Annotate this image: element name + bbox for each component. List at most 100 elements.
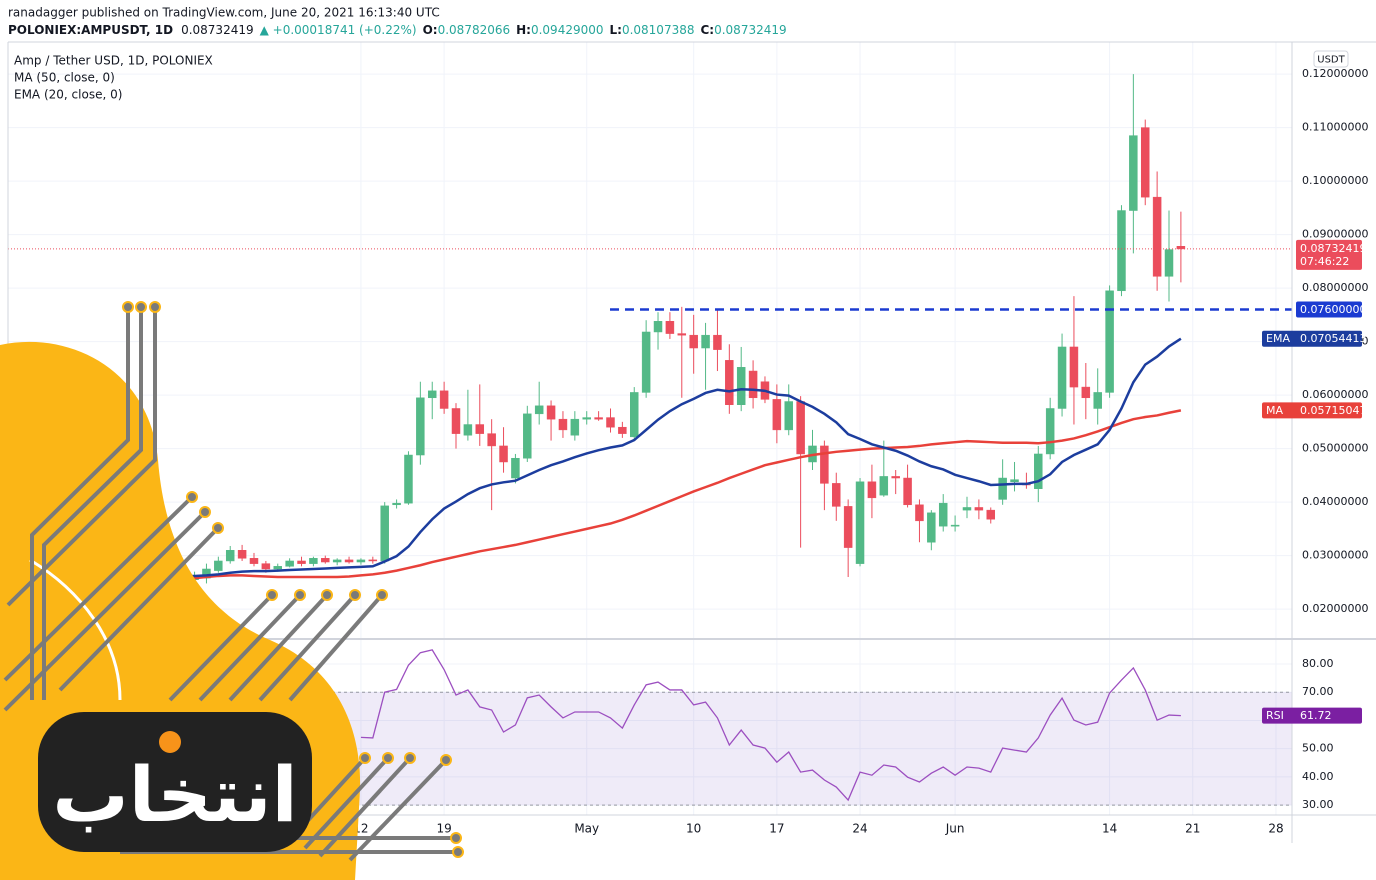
candle-body [915,504,924,522]
candle-body [237,550,247,559]
price-change: ▲ +0.00018741 (+0.22%) [260,23,417,37]
grid-layer [8,42,1292,815]
x-tick-label: 19 [436,822,451,836]
legend-title: Amp / Tether USD, 1D, POLONIEX [14,54,213,68]
candle-body [1176,246,1186,250]
candle-body [689,334,698,349]
candle-body [463,424,473,436]
indicator-line [182,409,1182,581]
candle-body [1093,392,1102,409]
candle-body [594,417,603,420]
indicator-tag-value: 0.05715047 [1300,404,1366,417]
marks-layer [8,74,1292,802]
currency-box[interactable] [1313,50,1349,68]
last-price-box [1296,239,1362,270]
indicator-tag-name: MA [1266,404,1283,417]
y-tick-label: 0.05000000 [1302,442,1368,455]
candle-body [1034,453,1043,489]
x-tick-label: 28 [1268,822,1283,836]
x-tick-label: 12 [353,822,368,836]
ohlc-label: C: [700,23,714,37]
candle-body [998,477,1007,500]
candle-body [427,390,437,399]
rsi-tag-name: RSI [1266,709,1284,722]
candle-body [582,417,591,420]
candle-body [713,334,722,350]
indicator-tag-value: 0.07054413 [1300,332,1366,345]
candle-body [214,560,223,571]
x-tick-label: 24 [852,822,867,836]
candle-body [725,360,734,405]
candle-body [534,405,544,415]
candle-body [891,476,900,479]
candle-body [285,560,294,567]
candle-body [273,566,283,570]
candle-body [1152,196,1162,277]
candle-body [1057,346,1067,409]
candle-body [546,405,556,420]
candle-body [855,481,865,564]
candle-body [927,512,936,543]
candle-body [332,559,342,563]
y-tick-label: 30.00 [1302,798,1334,811]
symbol-line: POLONIEX:AMPUSDT, 1D 0.08732419 ▲ +0.00018… [8,23,787,37]
legend-ma: MA (50, close, 0) [14,71,115,85]
candle-body [499,445,508,463]
candle-body [606,417,615,428]
legend-ema: EMA (20, close, 0) [14,88,122,102]
ohlc-label: H: [516,23,531,37]
level-tag-box [1296,301,1362,318]
candle-body [677,333,687,336]
y-tick-label: 80.00 [1302,657,1334,670]
candle-body [962,507,972,511]
y-tick-label: 0.02000000 [1302,602,1368,615]
last-price-value: 0.08732419 [1300,242,1366,255]
y-tick-label: 0.10000000 [1302,174,1368,187]
candle-body [974,507,984,511]
y-tick-label: 50.00 [1302,742,1334,755]
indicator-tag-name: EMA [1266,332,1290,345]
symbol: POLONIEX:AMPUSDT, 1D [8,23,173,37]
x-tick-label: Jun [945,822,965,836]
candle-body [416,397,425,456]
candle-body [1164,249,1174,277]
candle-body [796,401,805,455]
indicator-tag-box [1262,402,1362,419]
candle-body [225,550,235,562]
currency: USDT [1317,55,1345,66]
candle-body [653,321,663,333]
candle-body [879,476,889,496]
ohlc-label: O: [423,23,438,37]
y-tick-label: 0.04000000 [1302,495,1368,508]
rsi-line [360,649,1181,802]
candle-body [1081,386,1091,399]
candle-body [736,367,746,405]
ohlc-value: 0.09429000 [531,23,604,37]
x-tick-label: 21 [1185,822,1200,836]
y-tick-label: 0.08000000 [1302,281,1368,294]
candle-body [630,392,639,438]
candle-body [938,502,948,527]
candle-body [986,509,996,520]
candle-body [903,477,912,506]
candle-body [748,370,758,399]
y-tick-label: 0.11000000 [1302,121,1368,134]
candle-body [1069,346,1079,388]
x-tick-label: 10 [686,822,701,836]
candle-body [641,331,651,393]
candle-body [558,418,568,431]
y-tick-label: 0.09000000 [1302,228,1368,241]
candle-body [392,502,401,506]
y-tick-label: 70.00 [1302,685,1334,698]
candle-body [843,506,853,548]
candle-body [1045,408,1055,455]
candle-body [487,433,496,447]
candle-body [867,481,877,499]
y-tick-label: 0.06000000 [1302,388,1368,401]
level-tag-value: 0.07600000 [1300,303,1366,316]
x-tick-label: 14 [1102,822,1117,836]
ohlc-label: L: [610,23,622,37]
ohlc-value: 0.08782066 [438,23,511,37]
candle-body [356,559,366,563]
candle-body [439,390,449,409]
